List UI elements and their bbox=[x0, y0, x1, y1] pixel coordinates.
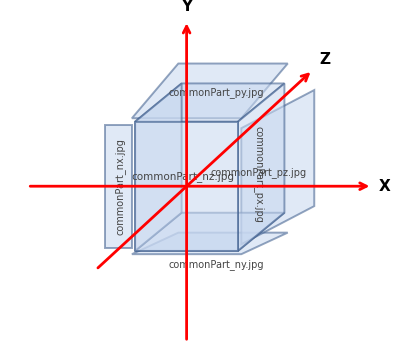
Polygon shape bbox=[132, 63, 288, 118]
Polygon shape bbox=[135, 121, 238, 251]
Polygon shape bbox=[132, 233, 288, 254]
Polygon shape bbox=[135, 83, 182, 251]
Text: commonPart_pz.jpg: commonPart_pz.jpg bbox=[211, 168, 307, 178]
Text: commonPart_ny.jpg: commonPart_ny.jpg bbox=[169, 259, 264, 270]
Polygon shape bbox=[135, 213, 285, 251]
Text: X: X bbox=[379, 179, 391, 194]
Text: commonPart_nx.jpg: commonPart_nx.jpg bbox=[115, 138, 126, 235]
Text: commonPart_px.jpg: commonPart_px.jpg bbox=[254, 126, 265, 223]
Text: commonPart_nz.jpg: commonPart_nz.jpg bbox=[132, 171, 235, 182]
Text: Y: Y bbox=[181, 0, 192, 14]
Polygon shape bbox=[241, 90, 314, 244]
Polygon shape bbox=[105, 125, 132, 247]
Text: commonPart_py.jpg: commonPart_py.jpg bbox=[169, 87, 264, 98]
Text: Z: Z bbox=[319, 52, 330, 67]
Polygon shape bbox=[135, 83, 285, 121]
Polygon shape bbox=[238, 83, 285, 251]
